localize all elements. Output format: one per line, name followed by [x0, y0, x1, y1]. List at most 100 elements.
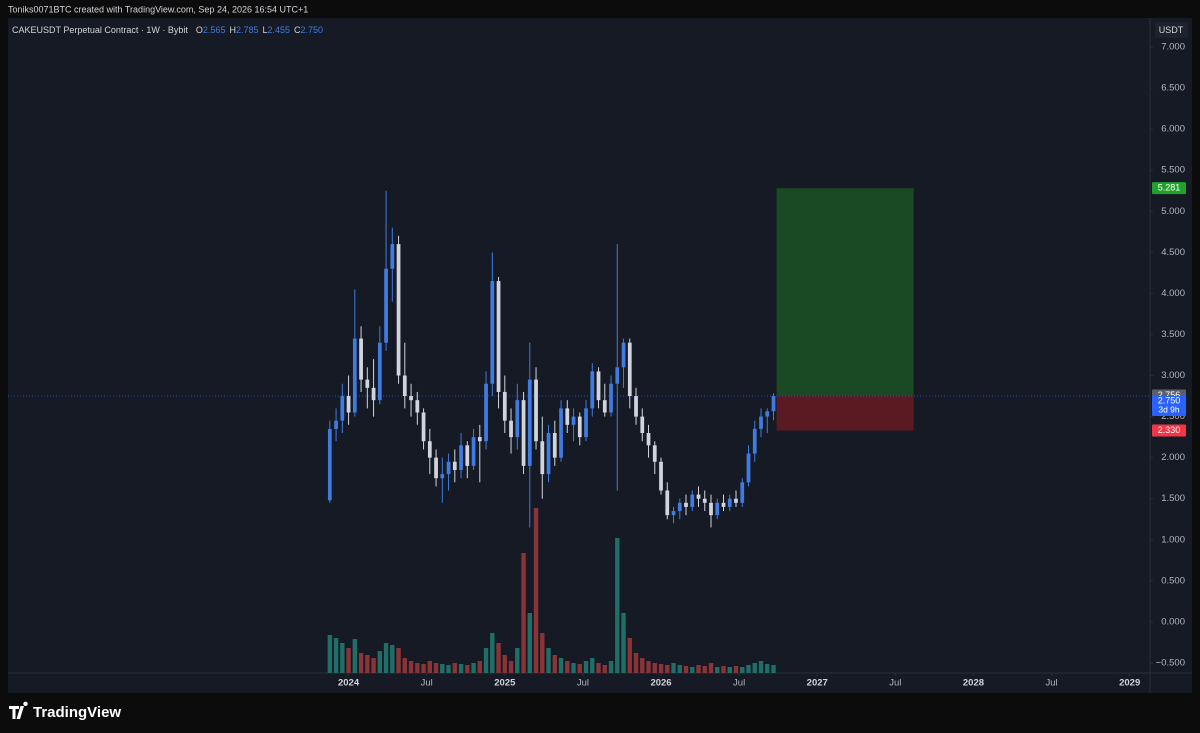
volume-bar: [646, 661, 651, 673]
volume-bar: [440, 664, 445, 673]
volume-bar: [640, 658, 645, 673]
candle-body: [340, 396, 345, 421]
x-tick-label: Jul: [421, 678, 433, 689]
x-tick-label: 2029: [1119, 678, 1140, 689]
y-tick-label: 6.500: [1161, 83, 1185, 94]
y-tick-label: 7.000: [1161, 42, 1185, 53]
target-tag-label: 5.281: [1158, 183, 1181, 193]
volume-bar: [521, 553, 526, 673]
volume-bar: [715, 667, 720, 673]
y-tick-label: 4.500: [1161, 247, 1185, 258]
volume-bar: [371, 658, 376, 673]
volume-bar: [690, 667, 695, 673]
volume-bar: [396, 648, 401, 673]
legend-value: 2.750: [301, 25, 324, 35]
candle-body: [334, 420, 338, 429]
volume-bar: [658, 664, 664, 673]
volume-bar: [608, 661, 614, 673]
volume-bar: [527, 613, 532, 673]
candle-body: [396, 244, 401, 376]
volume-bar: [327, 635, 333, 673]
volume-bar: [340, 643, 345, 673]
candle-body: [684, 502, 688, 507]
x-tick-label: Jul: [733, 678, 745, 689]
volume-bar: [740, 667, 745, 673]
legend-key: C: [294, 25, 301, 35]
header: Toniks0071BTC created with TradingView.c…: [8, 4, 308, 14]
y-tick-label: 2.000: [1161, 452, 1185, 463]
candle-body: [459, 445, 463, 470]
candle-body: [552, 433, 557, 458]
candle-body: [665, 490, 670, 516]
volume-bar: [765, 664, 770, 673]
legend-value: 2.785: [236, 25, 259, 35]
candle-body: [377, 342, 382, 401]
candle-body: [421, 412, 426, 442]
candle-body: [427, 441, 432, 458]
volume-bar: [365, 655, 370, 673]
volume-bar: [746, 665, 751, 673]
volume-bar: [752, 663, 757, 673]
volume-bar: [583, 661, 589, 673]
stop-tag: [1152, 424, 1186, 437]
candle-body: [590, 371, 595, 409]
candle-body: [602, 400, 607, 413]
volume-bar: [477, 661, 482, 673]
candle-body: [365, 379, 370, 388]
volume-bar: [771, 665, 776, 673]
volume-bar: [702, 666, 707, 673]
x-tick-label: Jul: [577, 678, 589, 689]
volume-bar: [596, 663, 601, 673]
candle-body: [390, 244, 395, 269]
candle-body: [415, 400, 420, 413]
legend: CAKEUSDT Perpetual Contract · 1W · Bybit…: [12, 25, 323, 35]
candle-body: [559, 408, 563, 458]
candle-body: [371, 387, 376, 401]
volume-bar: [471, 663, 476, 673]
candle-body: [709, 502, 713, 516]
x-tick-label: 2025: [494, 678, 516, 689]
y-tick-label: 0.500: [1161, 575, 1185, 586]
candle-body: [640, 416, 645, 434]
last-price-label: 2.750: [1158, 395, 1181, 405]
x-tick-label: Jul: [889, 678, 901, 689]
candle-body: [727, 498, 732, 507]
candle-body: [734, 498, 738, 503]
y-tick-label: −0.500: [1156, 657, 1185, 668]
volume-bar: [652, 663, 657, 673]
volume-bar: [540, 633, 545, 673]
volume-bar: [452, 663, 457, 673]
candle-body: [696, 494, 701, 499]
candle-body: [634, 396, 638, 417]
y-tick-label: 5.000: [1161, 206, 1185, 217]
candle-body: [409, 396, 413, 401]
last-price-tag: [1152, 396, 1186, 417]
volume-bar: [408, 661, 414, 673]
candle-body: [715, 502, 720, 516]
candle-body: [652, 445, 657, 462]
candle-body: [577, 416, 582, 438]
candle-body: [546, 433, 551, 475]
volume-bar: [533, 508, 539, 673]
candle-body: [446, 461, 451, 475]
candle-body: [646, 433, 651, 446]
currency: USDT: [1159, 25, 1184, 35]
volume-bar: [346, 648, 351, 673]
candle-body: [609, 383, 613, 413]
candle-body: [490, 281, 495, 384]
target-zone: [776, 188, 914, 396]
volume-bar: [621, 613, 626, 673]
volume-bar: [383, 643, 389, 673]
volume-bar: [615, 538, 620, 673]
candle-body: [402, 375, 407, 397]
volume-bar: [558, 658, 564, 673]
volume-bar: [333, 638, 339, 673]
volume-bar: [683, 666, 689, 673]
volume-bar: [377, 651, 383, 673]
x-tick-label: 2024: [338, 678, 360, 689]
candle-body: [452, 461, 457, 470]
volume-bar: [390, 645, 395, 673]
candle-body: [771, 396, 776, 412]
